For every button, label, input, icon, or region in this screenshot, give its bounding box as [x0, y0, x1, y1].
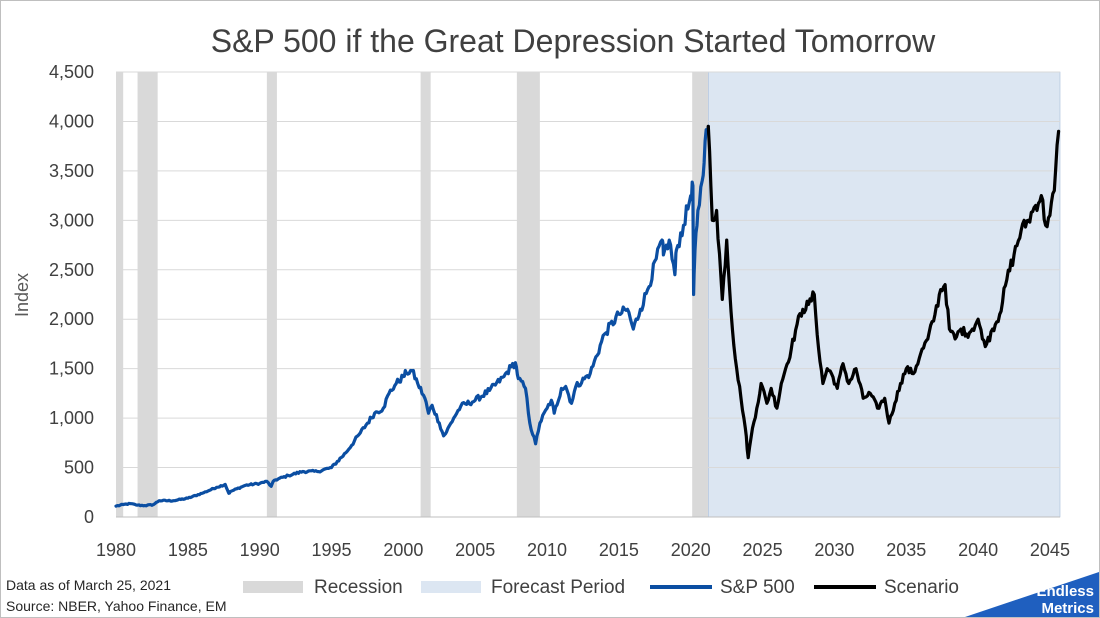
x-tick-label: 1995 [312, 540, 352, 560]
legend: Recession Forecast Period S&P 500 Scenario [243, 577, 959, 598]
background-bands [116, 71, 1061, 518]
x-tick-label: 2040 [958, 540, 998, 560]
x-tick-label: 2020 [671, 540, 711, 560]
chart-title: S&P 500 if the Great Depression Started … [211, 23, 936, 59]
gridlines [116, 71, 1060, 518]
legend-label-sp500: S&P 500 [720, 577, 795, 598]
recession-band-6 [692, 72, 708, 517]
y-tick-label: 4,500 [49, 62, 94, 82]
recession-band-1 [116, 72, 124, 517]
x-tick-label: 2025 [743, 540, 783, 560]
x-tick-label: 2045 [1030, 540, 1070, 560]
recession-band-2 [137, 72, 158, 517]
x-tick-label: 2005 [455, 540, 495, 560]
recession-band-5 [516, 72, 540, 517]
y-tick-label: 3,000 [49, 210, 94, 230]
x-tick-label: 2010 [527, 540, 567, 560]
y-tick-label: 0 [84, 507, 94, 527]
x-tick-label: 1980 [96, 540, 136, 560]
legend-swatch-recession [243, 581, 303, 593]
legend-label-forecast: Forecast Period [491, 577, 625, 598]
recession-band-4 [420, 72, 431, 517]
legend-label-recession: Recession [314, 577, 403, 598]
x-tick-label: 2015 [599, 540, 639, 560]
y-tick-label: 3,500 [49, 161, 94, 181]
x-tick-label: 2000 [383, 540, 423, 560]
y-axis-title: Index [12, 273, 32, 317]
legend-swatch-forecast [421, 581, 481, 593]
y-tick-label: 500 [64, 458, 94, 478]
data-as-of-note: Data as of March 25, 2021 [6, 577, 171, 593]
brand-logo: Endless Metrics [965, 572, 1099, 617]
y-tick-label: 2,000 [49, 309, 94, 329]
brand-triangle [965, 572, 1099, 617]
x-tick-label: 1990 [240, 540, 280, 560]
y-tick-label: 2,500 [49, 260, 94, 280]
recession-band-3 [266, 72, 277, 517]
brand-line-1: Endless [1036, 583, 1094, 600]
brand-line-2: Metrics [1041, 600, 1094, 617]
x-tick-label: 2035 [886, 540, 926, 560]
series-layer [114, 124, 1061, 508]
y-tick-label: 1,000 [49, 408, 94, 428]
source-note: Source: NBER, Yahoo Finance, EM [6, 598, 226, 614]
x-tick-label: 2030 [814, 540, 854, 560]
sp500-line [114, 124, 710, 508]
axes: 0 500 1,000 1,500 2,000 2,500 3,000 3,500 4,000 4… [49, 62, 1070, 560]
legend-label-scenario: Scenario [884, 577, 959, 598]
y-tick-label: 4,000 [49, 111, 94, 131]
forecast-band [707, 71, 1061, 518]
x-tick-label: 1985 [168, 540, 208, 560]
scenario-line [706, 124, 1061, 460]
y-tick-label: 1,500 [49, 359, 94, 379]
